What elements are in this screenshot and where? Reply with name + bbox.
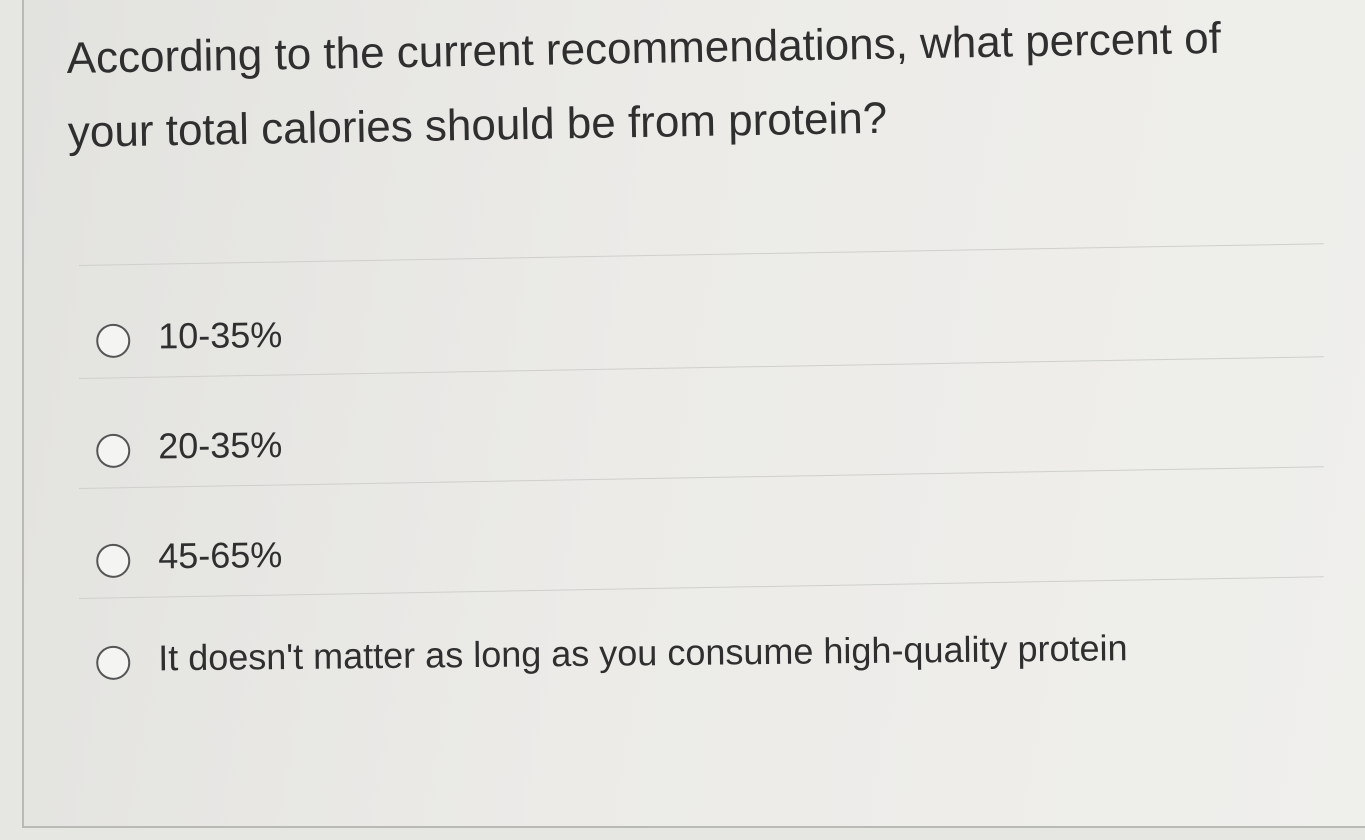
option-label: 10-35% xyxy=(157,314,283,357)
radio-button[interactable] xyxy=(96,543,131,578)
question-panel: According to the current recommendations… xyxy=(22,0,1365,828)
radio-button[interactable] xyxy=(96,645,131,680)
option-doesnt-matter[interactable]: It doesn't matter as long as you consume… xyxy=(96,627,1128,698)
option-45-65[interactable]: 45-65% xyxy=(96,534,283,596)
question-text: According to the current recommendations… xyxy=(66,13,1222,157)
option-label: 20-35% xyxy=(157,424,283,467)
option-10-35[interactable]: 10-35% xyxy=(96,314,283,376)
option-label: 45-65% xyxy=(157,534,283,577)
option-20-35[interactable]: 20-35% xyxy=(96,424,283,486)
radio-button[interactable] xyxy=(96,433,131,468)
radio-button[interactable] xyxy=(96,323,131,358)
divider xyxy=(79,243,1324,266)
option-label: It doesn't matter as long as you consume… xyxy=(157,627,1128,679)
